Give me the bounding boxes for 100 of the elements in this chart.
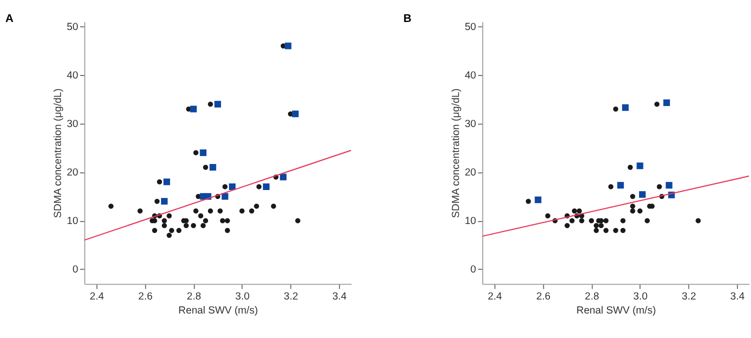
y-axis-title: SDMA concentration (μg/dL) bbox=[53, 88, 64, 218]
point bbox=[162, 223, 167, 228]
point bbox=[628, 164, 633, 170]
point bbox=[526, 198, 531, 204]
point bbox=[603, 228, 609, 233]
point bbox=[224, 218, 230, 224]
y-tick-label: 40 bbox=[464, 70, 476, 82]
point bbox=[588, 218, 594, 224]
x-tick-label: 3.4 bbox=[730, 291, 745, 302]
point bbox=[222, 193, 228, 200]
point bbox=[613, 228, 618, 233]
y-tick-label: 50 bbox=[464, 22, 476, 33]
point bbox=[613, 106, 618, 112]
y-tick-label: 10 bbox=[464, 216, 476, 227]
point bbox=[210, 164, 216, 171]
point bbox=[622, 104, 629, 111]
point bbox=[284, 42, 292, 50]
x-tick-label: 2.8 bbox=[186, 291, 202, 302]
point bbox=[656, 184, 662, 190]
x-tick-label: 2.4 bbox=[488, 291, 502, 302]
point bbox=[594, 228, 599, 233]
point bbox=[190, 106, 197, 112]
x-tick-label: 3.2 bbox=[682, 291, 696, 302]
point bbox=[152, 228, 158, 233]
point bbox=[295, 218, 300, 224]
point bbox=[292, 110, 299, 118]
point bbox=[636, 162, 644, 170]
x-tick-label: 2.8 bbox=[584, 291, 600, 302]
point bbox=[545, 213, 550, 218]
point bbox=[608, 184, 614, 190]
point bbox=[200, 223, 206, 228]
point bbox=[630, 208, 636, 214]
point bbox=[639, 191, 646, 198]
chart-title: B bbox=[403, 12, 412, 25]
point bbox=[161, 198, 168, 205]
point bbox=[644, 218, 650, 224]
y-tick-label: 20 bbox=[66, 167, 78, 178]
x-axis-title: Renal SWV (m/s) bbox=[576, 305, 656, 316]
point bbox=[637, 208, 643, 214]
point bbox=[166, 232, 172, 238]
point bbox=[228, 183, 236, 190]
y-tick-label: 10 bbox=[66, 216, 78, 227]
y-tick-label: 0 bbox=[72, 264, 78, 276]
point bbox=[579, 218, 584, 224]
point bbox=[663, 99, 670, 106]
point bbox=[154, 198, 160, 204]
point bbox=[249, 208, 254, 214]
point bbox=[166, 213, 172, 218]
point bbox=[280, 174, 287, 180]
point bbox=[169, 228, 174, 233]
point bbox=[203, 218, 208, 224]
point bbox=[534, 196, 542, 204]
x-tick-label: 2.6 bbox=[536, 291, 551, 302]
point bbox=[138, 208, 143, 214]
point bbox=[193, 150, 198, 156]
point bbox=[214, 100, 222, 108]
point bbox=[620, 228, 626, 233]
point bbox=[594, 223, 599, 228]
point bbox=[163, 178, 170, 186]
x-tick-label: 3.2 bbox=[284, 291, 298, 302]
point bbox=[569, 218, 575, 224]
point bbox=[176, 228, 182, 233]
point bbox=[224, 228, 230, 233]
point bbox=[572, 208, 578, 214]
point bbox=[108, 204, 114, 209]
point bbox=[218, 208, 223, 214]
point bbox=[620, 218, 626, 224]
y-tick-label: 20 bbox=[464, 167, 476, 178]
x-tick-label: 3.0 bbox=[633, 291, 648, 302]
point bbox=[222, 184, 228, 190]
x-tick-label: 2.4 bbox=[90, 291, 104, 302]
y-tick-label: 30 bbox=[464, 118, 476, 130]
point bbox=[630, 204, 636, 209]
x-tick-label: 3.0 bbox=[235, 291, 250, 302]
point bbox=[156, 179, 162, 184]
point bbox=[603, 218, 609, 224]
point bbox=[256, 184, 262, 190]
x-tick-label: 2.6 bbox=[138, 291, 153, 302]
point bbox=[564, 223, 570, 228]
y-tick-label: 40 bbox=[66, 70, 78, 82]
point bbox=[200, 149, 206, 156]
point bbox=[220, 218, 226, 224]
y-tick-label: 0 bbox=[470, 264, 476, 276]
x-tick-label: 3.4 bbox=[332, 291, 347, 302]
point bbox=[208, 102, 213, 107]
point bbox=[696, 218, 701, 224]
point bbox=[190, 223, 196, 228]
point bbox=[666, 182, 672, 189]
point bbox=[193, 208, 198, 214]
point bbox=[203, 164, 208, 170]
point bbox=[208, 208, 213, 214]
chart-title: A bbox=[5, 12, 14, 25]
point bbox=[270, 204, 276, 209]
point bbox=[630, 194, 636, 199]
point bbox=[576, 208, 582, 214]
point bbox=[184, 223, 189, 228]
point bbox=[598, 223, 604, 228]
y-tick-label: 30 bbox=[66, 118, 78, 130]
point bbox=[262, 183, 270, 190]
point bbox=[239, 208, 245, 214]
